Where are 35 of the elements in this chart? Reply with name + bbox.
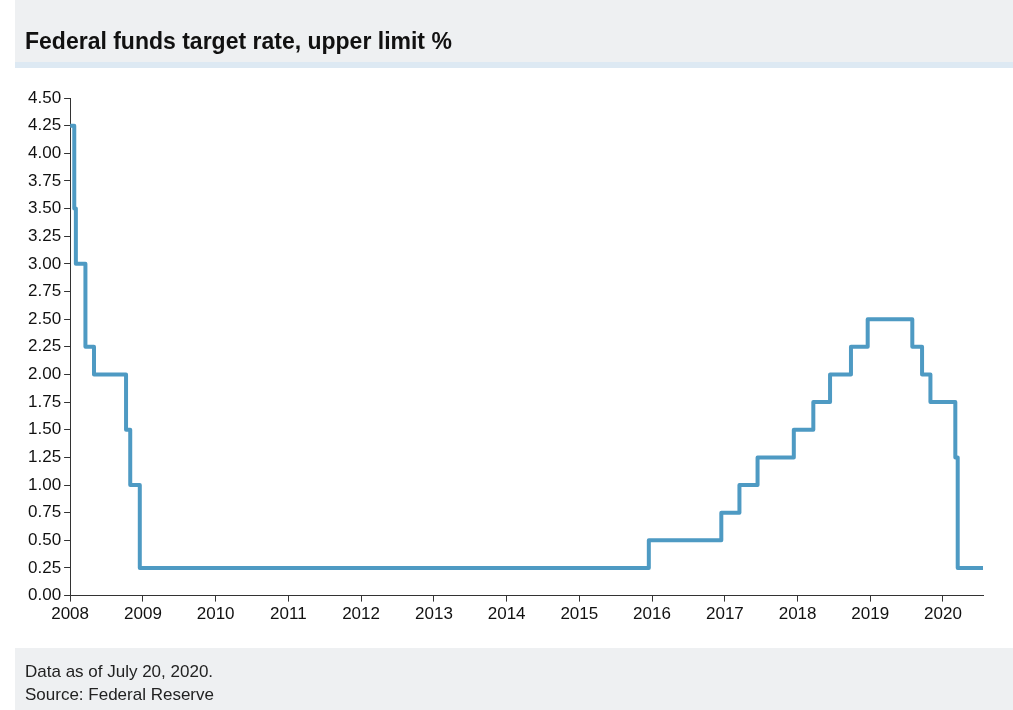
- x-tick-label: 2008: [51, 604, 89, 624]
- y-tick-label: 3.75: [27, 170, 62, 190]
- y-tick-label: 3.25: [27, 225, 62, 245]
- x-tick-label: 2014: [487, 604, 526, 624]
- y-tick-label: 0.50: [27, 530, 62, 549]
- y-tick-label: 2.00: [27, 364, 62, 384]
- y-tick-label: 4.00: [27, 142, 62, 162]
- x-tick-label: 2019: [851, 604, 890, 624]
- y-tick-label: 1.25: [27, 447, 62, 467]
- text: Data as of July 20, 2020.: [25, 661, 214, 683]
- chart-title: Federal funds target rate, upper limit %: [15, 0, 1013, 62]
- x-tick-label: 2016: [633, 604, 671, 624]
- y-tick-label: 3.50: [27, 198, 62, 218]
- y-tick-label: 1.50: [27, 419, 62, 439]
- x-tick-label: 2010: [196, 604, 235, 624]
- x-tick-label: 2013: [415, 604, 453, 624]
- x-tick-label: 2017: [705, 604, 744, 624]
- y-tick-label: 4.25: [27, 115, 62, 135]
- y-tick-label: 2.50: [27, 308, 62, 328]
- x-tick-label: 2009: [124, 604, 162, 624]
- y-tick-label: 0.25: [27, 557, 62, 577]
- y-tick-label: 1.00: [27, 474, 62, 494]
- x-tick-label: 2015: [560, 604, 599, 624]
- y-tick-label: 3.00: [27, 253, 62, 273]
- y-tick-label: 1.75: [27, 391, 62, 411]
- x-tick-label: 2020: [924, 604, 962, 624]
- y-tick-label: 0.00: [27, 585, 62, 605]
- y-tick-label: 0.75: [27, 502, 62, 522]
- y-tick-label: 2.75: [27, 281, 62, 301]
- y-tick-label: 4.50: [27, 87, 62, 107]
- x-tick-label: 2018: [778, 604, 817, 624]
- y-tick-label: 2.25: [27, 336, 62, 356]
- source-note: Source: Federal Reserve: [25, 684, 214, 706]
- x-tick-label: 2011: [270, 604, 307, 624]
- x-tick-label: 2012: [342, 604, 380, 624]
